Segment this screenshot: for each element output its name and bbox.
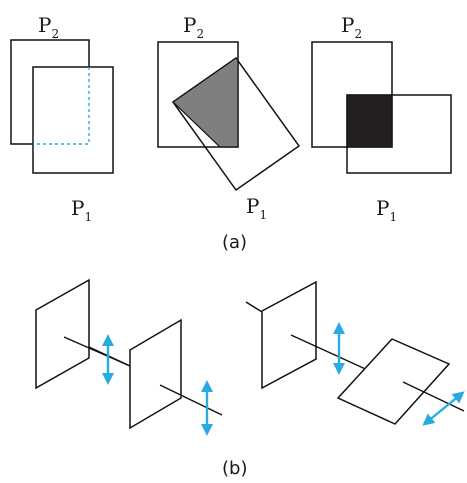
left-axis-segment-2	[88, 346, 131, 367]
right-plate-1	[261, 280, 317, 390]
left-plate-1	[35, 278, 90, 390]
right-plate-2	[336, 338, 451, 425]
panel-3: P2 P1	[311, 13, 452, 224]
panel-1-p1-label: P1	[71, 196, 92, 224]
panel-3-overlap-region	[346, 94, 393, 148]
panel-3-p1-label: P1	[376, 196, 397, 224]
panel-2-overlap-region	[172, 57, 239, 148]
part-a: P2 P1 P2 P1 P2	[10, 13, 452, 253]
panel-1: P2 P1	[10, 13, 114, 224]
left-plate-2	[129, 318, 182, 430]
panel-1-p2-label: P2	[38, 13, 59, 41]
panel-2-p1-label: P1	[246, 194, 267, 222]
right-axis-segment-1	[290, 334, 373, 373]
panel-2: P2 P1	[157, 13, 301, 222]
panel-3-p2-label: P2	[341, 13, 362, 41]
right-plate-1-stub	[245, 301, 263, 313]
part-b: (b)	[35, 278, 465, 479]
caption-a: (a)	[222, 232, 247, 253]
panel-1-sheet-p1	[32, 66, 114, 174]
assembly-crossed	[245, 280, 465, 426]
panel-1-dashed-overlap	[33, 67, 90, 145]
panel-2-p2-label: P2	[183, 13, 204, 41]
right-arrow-2	[422, 391, 465, 426]
caption-b: (b)	[222, 458, 247, 479]
assembly-parallel	[35, 278, 223, 436]
